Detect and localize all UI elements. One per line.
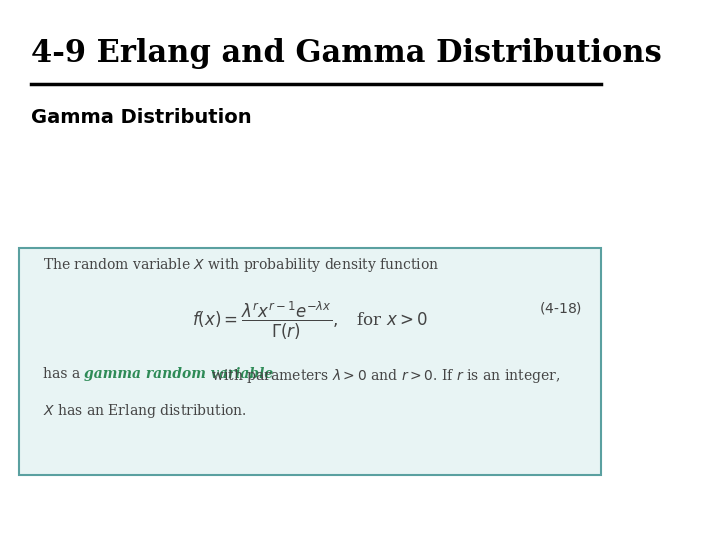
Text: 4-9 Erlang and Gamma Distributions: 4-9 Erlang and Gamma Distributions [31,38,662,69]
Text: $X$ has an Erlang distribution.: $X$ has an Erlang distribution. [43,402,247,420]
Text: $(4\text{-}18)$: $(4\text{-}18)$ [539,300,582,316]
Text: with parameters $\lambda > 0$ and $r > 0$. If $r$ is an integer,: with parameters $\lambda > 0$ and $r > 0… [207,367,560,385]
FancyBboxPatch shape [19,248,600,475]
Text: $f(x) = \dfrac{\lambda^r x^{r-1} e^{-\lambda x}}{\Gamma(r)},$   for $x > 0$: $f(x) = \dfrac{\lambda^r x^{r-1} e^{-\la… [192,300,428,342]
Text: The random variable $X$ with probability density function: The random variable $X$ with probability… [43,256,440,274]
Text: has a: has a [43,367,85,381]
Text: Gamma Distribution: Gamma Distribution [31,108,251,127]
Text: gamma random variable: gamma random variable [84,367,273,381]
